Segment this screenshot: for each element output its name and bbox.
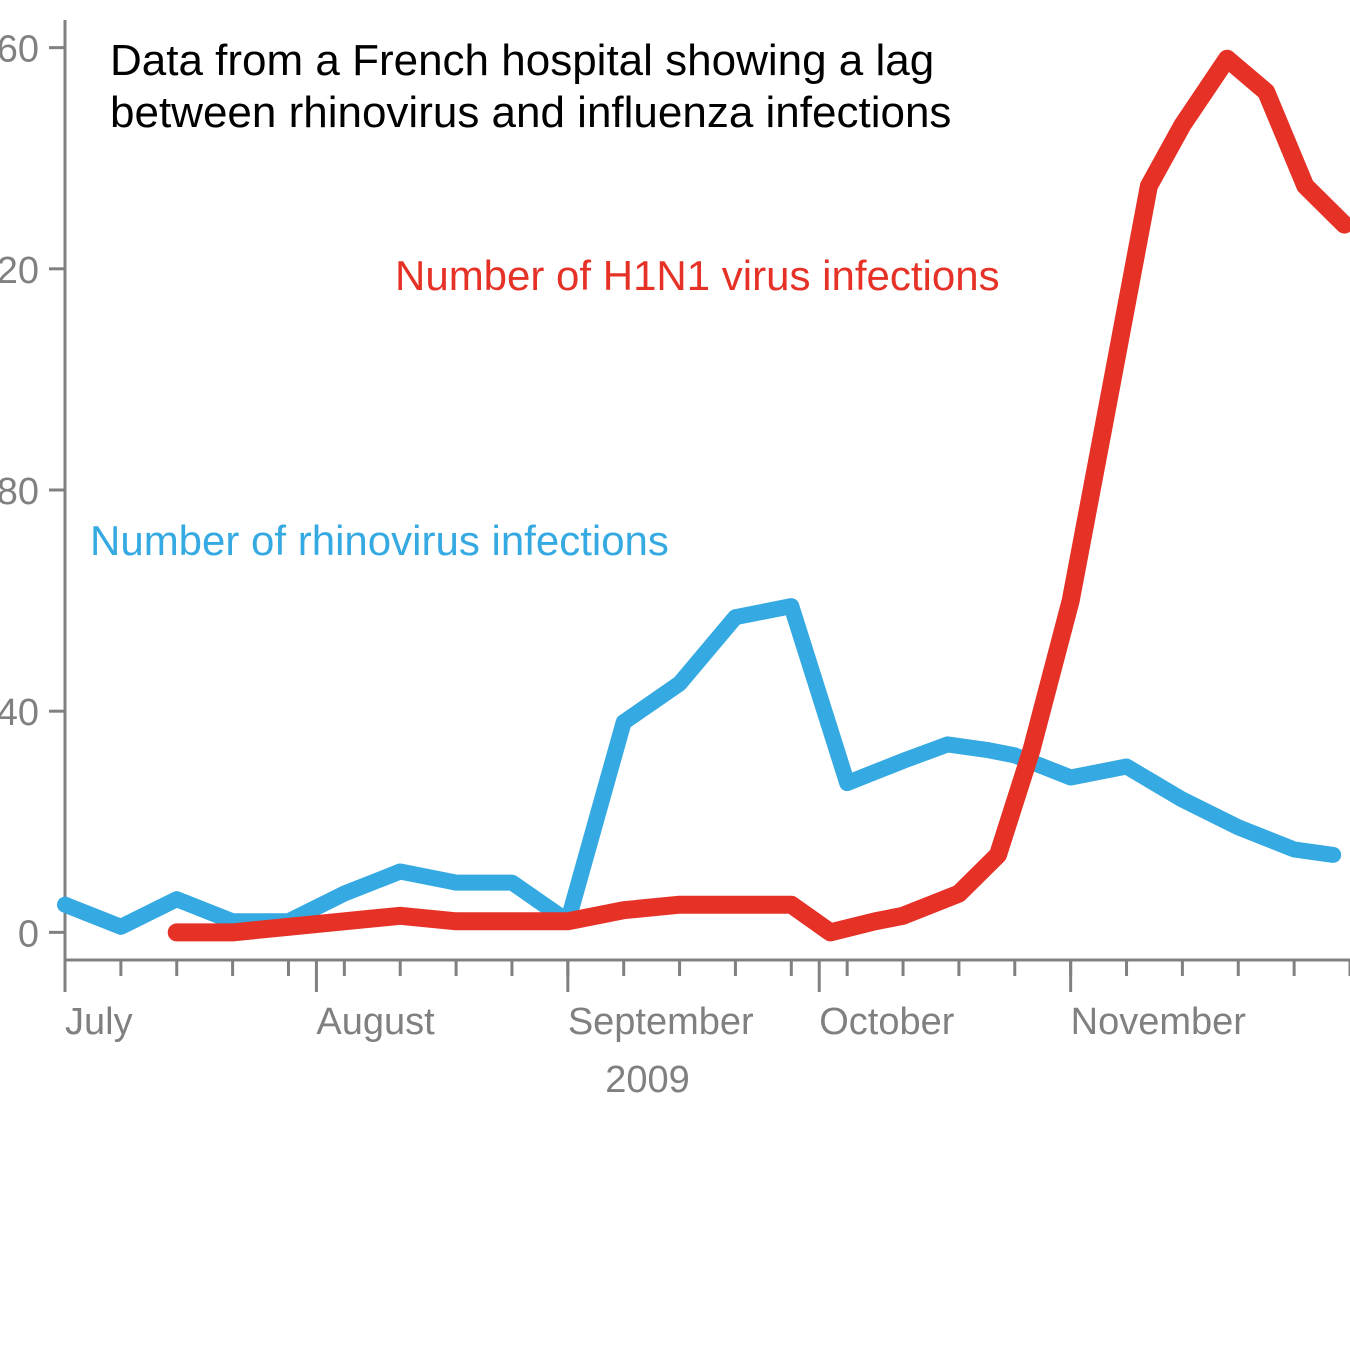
chart-container: 0 40 80 120 160 July August September October Nov… <box>0 0 1350 1115</box>
y-tick-label: 120 <box>0 250 39 292</box>
chart-title-line2: between rhinovirus and influenza infecti… <box>110 88 951 137</box>
line-chart: 0 40 80 120 160 July August September October Nov… <box>0 0 1350 1115</box>
x-tick-label: September <box>568 1001 754 1043</box>
y-tick-label: 0 <box>18 913 39 955</box>
x-axis-year-label: 2009 <box>605 1059 690 1101</box>
series-label-h1n1: Number of H1N1 virus infections <box>395 252 1000 299</box>
x-tick-label: November <box>1071 1001 1247 1043</box>
x-tick-label: July <box>65 1001 133 1043</box>
x-tick-label: October <box>819 1001 955 1043</box>
y-tick-label: 40 <box>0 692 39 734</box>
y-tick-label: 80 <box>0 471 39 513</box>
x-tick-label: August <box>316 1001 435 1043</box>
chart-title-line1: Data from a French hospital showing a la… <box>110 36 934 85</box>
series-label-rhinovirus: Number of rhinovirus infections <box>90 517 669 564</box>
y-tick-label: 160 <box>0 29 39 71</box>
